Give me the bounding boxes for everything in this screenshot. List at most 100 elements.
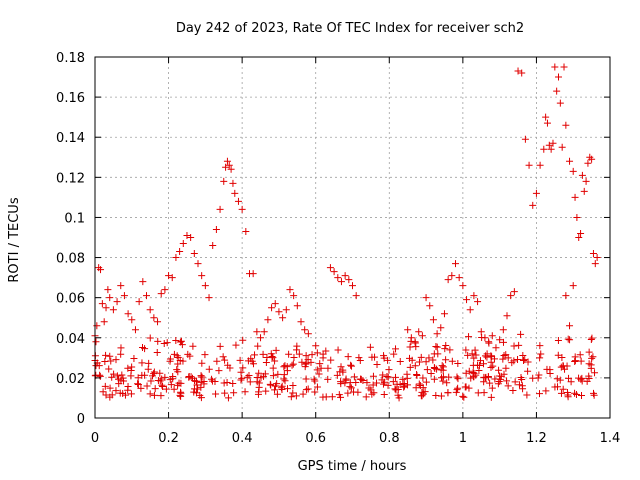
data-point <box>487 393 495 401</box>
data-point <box>392 373 400 381</box>
data-point <box>406 363 414 371</box>
data-point <box>286 286 294 294</box>
data-point <box>369 381 377 389</box>
data-point <box>460 393 468 401</box>
data-point <box>524 367 532 375</box>
data-point <box>267 381 275 389</box>
data-point <box>102 351 110 359</box>
data-point <box>342 375 350 383</box>
data-point <box>517 330 525 338</box>
data-point <box>496 372 504 380</box>
data-point <box>212 390 220 398</box>
data-point <box>507 292 515 300</box>
data-point <box>106 393 114 401</box>
data-point <box>209 242 217 250</box>
data-point <box>585 348 593 356</box>
data-point <box>442 342 450 350</box>
data-point <box>571 389 579 397</box>
data-point <box>177 337 185 345</box>
data-point <box>333 371 341 379</box>
data-point <box>379 371 387 379</box>
data-point <box>419 374 427 382</box>
data-point <box>287 393 295 401</box>
data-point <box>554 351 562 359</box>
data-point <box>327 356 335 364</box>
data-point <box>359 376 367 384</box>
data-point <box>280 375 288 383</box>
data-point <box>157 290 165 298</box>
data-point <box>422 294 430 302</box>
data-point <box>422 378 430 386</box>
data-point <box>194 260 202 268</box>
data-point <box>543 119 551 127</box>
data-point <box>537 350 545 358</box>
data-point <box>492 344 500 352</box>
data-point <box>197 372 205 380</box>
data-point <box>167 381 175 389</box>
data-point <box>370 389 378 397</box>
data-point <box>119 389 127 397</box>
data-point <box>469 361 477 369</box>
data-point <box>131 326 139 334</box>
data-point <box>134 374 142 382</box>
data-point <box>92 362 100 370</box>
data-point <box>150 368 158 376</box>
data-point <box>307 358 315 366</box>
x-tick-label: 1.4 <box>600 431 621 446</box>
data-point <box>384 373 392 381</box>
data-point <box>446 346 454 354</box>
data-point <box>147 377 155 385</box>
data-point <box>229 380 237 388</box>
data-point <box>430 350 438 358</box>
data-point <box>412 343 420 351</box>
data-point <box>415 380 423 388</box>
data-point <box>237 368 245 376</box>
data-point <box>200 380 208 388</box>
data-point <box>559 385 567 393</box>
data-point <box>201 351 209 359</box>
data-point <box>403 370 411 378</box>
data-point <box>239 364 247 372</box>
data-point <box>193 377 201 385</box>
data-point <box>324 364 332 372</box>
data-point <box>162 385 170 393</box>
data-point <box>448 272 456 280</box>
data-point <box>237 376 245 384</box>
data-point <box>486 379 494 387</box>
data-point <box>515 341 523 349</box>
data-point <box>523 391 531 399</box>
data-point <box>105 365 113 373</box>
data-point <box>367 386 375 394</box>
data-point <box>465 384 473 392</box>
data-point <box>459 392 467 400</box>
data-point <box>232 341 240 349</box>
data-point <box>104 286 112 294</box>
y-tick-label: 0.1 <box>64 211 85 226</box>
data-point <box>175 379 183 387</box>
data-point <box>176 338 184 346</box>
data-point <box>554 383 562 391</box>
data-point <box>584 159 592 167</box>
data-point <box>96 372 104 380</box>
data-point <box>556 99 564 107</box>
data-point <box>433 365 441 373</box>
data-point <box>504 354 512 362</box>
data-point <box>102 304 110 312</box>
data-point <box>308 351 316 359</box>
data-point <box>174 360 182 368</box>
data-point <box>567 378 575 386</box>
data-point <box>413 371 421 379</box>
data-point <box>335 391 343 399</box>
data-point <box>503 377 511 385</box>
x-tick-label: 1 <box>459 431 467 446</box>
data-point <box>545 141 553 149</box>
data-point <box>366 343 374 351</box>
data-point <box>587 364 595 372</box>
data-point <box>423 366 431 374</box>
data-point <box>448 357 456 365</box>
data-point <box>468 350 476 358</box>
data-point <box>243 373 251 381</box>
data-point <box>257 334 265 342</box>
grid <box>95 57 610 418</box>
